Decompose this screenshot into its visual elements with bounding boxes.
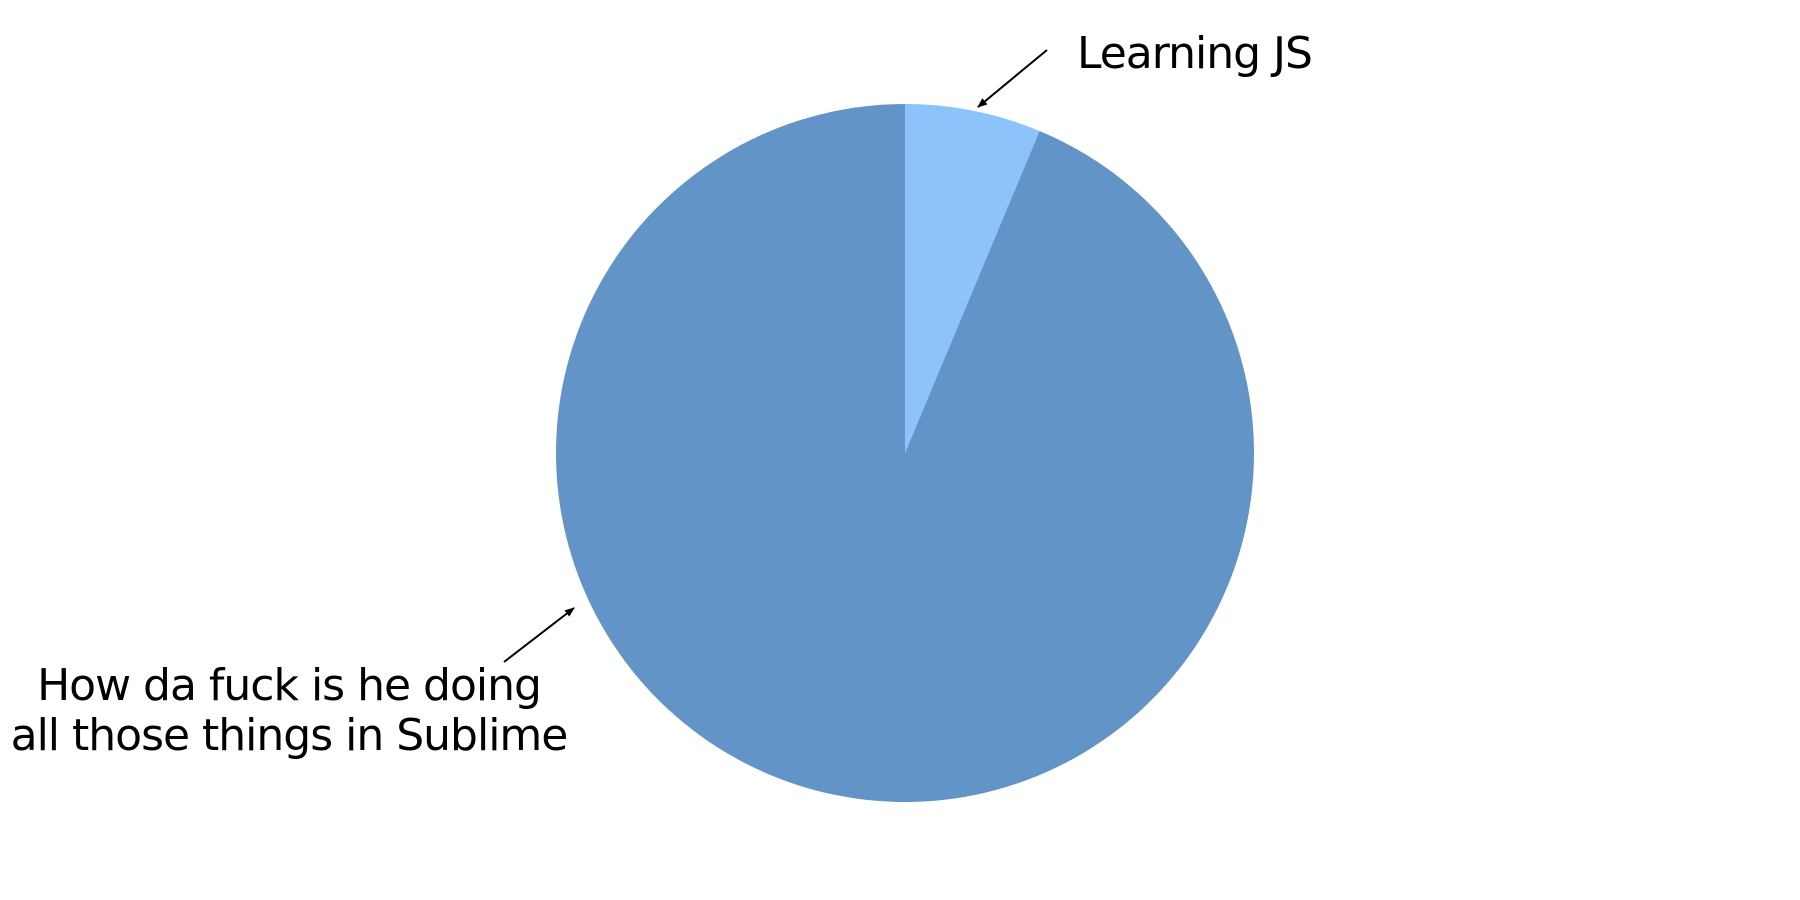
- sublime-label-line-1: How da fuck is he doing: [37, 660, 541, 711]
- learning-js-label: Learning JS: [1077, 28, 1312, 79]
- pie-slices: [556, 104, 1254, 802]
- sublime-label-line-2: all those things in Sublime: [11, 710, 568, 761]
- slice-learning-js: [905, 104, 1040, 453]
- learning-js-arrow: [977, 49, 1048, 108]
- slice-sublime: [556, 104, 1254, 802]
- sublime-arrow: [503, 607, 575, 663]
